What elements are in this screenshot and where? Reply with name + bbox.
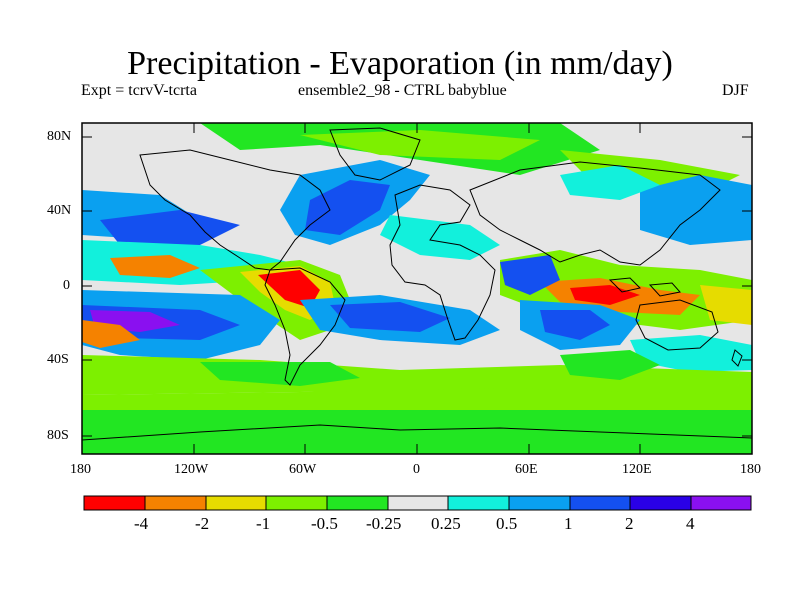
field-region — [540, 310, 610, 340]
colorbar-label: -2 — [195, 514, 210, 533]
colorbar — [83, 495, 752, 511]
colorbar-label: 2 — [625, 514, 634, 533]
lat-label-80n: 80N — [47, 129, 72, 144]
field-region — [560, 350, 660, 380]
lon-label-60e: 60E — [515, 462, 538, 477]
lat-label-80s: 80S — [47, 428, 69, 443]
field-region — [258, 270, 320, 308]
field-region — [300, 130, 540, 160]
map-title: Precipitation - Evaporation (in mm/day) — [127, 45, 673, 82]
colorbar-label: 0.5 — [496, 514, 518, 533]
ensemble-label: ensemble2_98 - CTRL babyblue — [298, 82, 507, 99]
lon-label-0: 0 — [413, 462, 420, 477]
colorbar-swatch — [144, 495, 207, 511]
colorbar-swatch — [629, 495, 692, 511]
field-region — [305, 180, 390, 235]
field-region — [82, 320, 140, 348]
axis-ticks — [81, 123, 753, 454]
colorbar-swatch — [387, 495, 449, 511]
colorbar-label: -1 — [256, 514, 271, 533]
field-region — [110, 255, 200, 278]
lat-label-eq: 0 — [63, 278, 70, 293]
lon-label-180w: 180 — [70, 462, 91, 477]
colorbar-swatch — [83, 495, 146, 511]
colorbar-label: 4 — [686, 514, 695, 533]
lon-label-120e: 120E — [622, 462, 652, 477]
colorbar-swatch — [326, 495, 389, 511]
colorbar-label: -4 — [134, 514, 149, 533]
colorbar-label: 1 — [564, 514, 573, 533]
field-region — [82, 410, 752, 454]
colorbar-swatch — [508, 495, 571, 511]
field-region — [560, 165, 660, 200]
colorbar-swatch — [265, 495, 328, 511]
lon-label-180e: 180 — [740, 462, 761, 477]
colorbar-swatch — [205, 495, 267, 511]
field-region — [380, 215, 500, 260]
colorbar-swatch — [690, 495, 752, 511]
colorbar-label: -0.5 — [311, 514, 338, 533]
season-label: DJF — [722, 82, 749, 99]
colorbar-swatch — [569, 495, 631, 511]
lat-label-40n: 40N — [47, 203, 72, 218]
field-region — [640, 175, 752, 245]
lat-label-40s: 40S — [47, 352, 69, 367]
field-region — [100, 210, 240, 245]
colorbar-label: 0.25 — [431, 514, 461, 533]
experiment-label: Expt = tcrvV-tcrta — [81, 82, 197, 99]
colorbar-swatch — [447, 495, 510, 511]
field-region — [570, 285, 640, 305]
field-region — [630, 335, 752, 372]
field-region — [200, 362, 360, 386]
field-region — [330, 302, 450, 332]
colorbar-label: -0.25 — [366, 514, 402, 533]
field-region — [500, 255, 560, 295]
lon-label-60w: 60W — [289, 462, 317, 477]
field-layer — [82, 123, 752, 454]
coastlines — [82, 127, 752, 441]
lon-label-120w: 120W — [174, 462, 209, 477]
